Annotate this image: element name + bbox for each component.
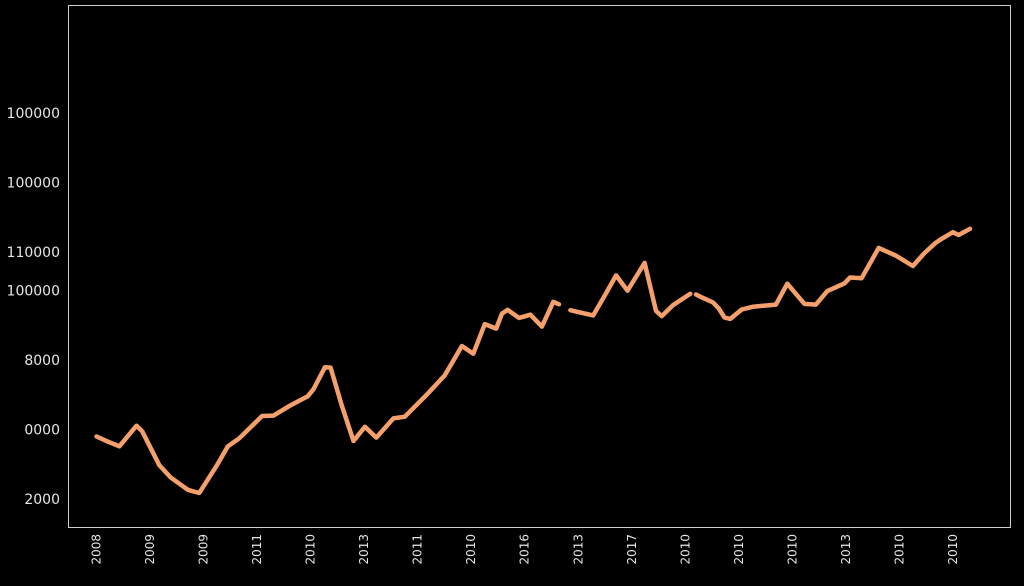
plot-area-frame bbox=[68, 5, 1011, 528]
x-tick-label: 2009 bbox=[143, 534, 157, 565]
x-tick-label: 2010 bbox=[464, 534, 478, 565]
x-axis-tick-labels: 2008 2009 2009 2011 2010 2013 2011 2010 2016 2013… bbox=[90, 534, 960, 565]
series-line-segment bbox=[693, 226, 973, 322]
x-tick-label: 2013 bbox=[357, 534, 371, 565]
x-tick-label: 2013 bbox=[571, 534, 585, 565]
y-axis-tick-labels: 100000 100000 110000 100000 8000 0000 2000 bbox=[7, 106, 60, 508]
x-tick-label: 2011 bbox=[411, 534, 425, 565]
y-tick-label: 110000 bbox=[7, 245, 60, 261]
y-tick-label: 100000 bbox=[7, 283, 60, 299]
x-tick-label: 2008 bbox=[90, 534, 104, 565]
x-tick-label: 2010 bbox=[304, 534, 318, 565]
x-tick-label: 2016 bbox=[518, 534, 532, 565]
x-tick-label: 2010 bbox=[892, 534, 906, 565]
x-tick-label: 2010 bbox=[732, 534, 746, 565]
y-tick-label: 100000 bbox=[7, 106, 60, 122]
x-tick-label: 2010 bbox=[678, 534, 692, 565]
x-tick-label: 2017 bbox=[625, 534, 639, 565]
y-tick-label: 2000 bbox=[24, 492, 60, 508]
x-tick-label: 2010 bbox=[785, 534, 799, 565]
series-line-segment bbox=[94, 299, 562, 496]
y-tick-label: 8000 bbox=[24, 353, 60, 369]
series-line-segment bbox=[568, 260, 693, 319]
x-tick-label: 2011 bbox=[250, 534, 264, 565]
x-tick-label: 2013 bbox=[839, 534, 853, 565]
y-tick-label: 100000 bbox=[7, 175, 60, 191]
series-layer bbox=[94, 226, 973, 496]
y-tick-label: 0000 bbox=[24, 423, 60, 439]
x-tick-label: 2010 bbox=[946, 534, 960, 565]
x-tick-label: 2009 bbox=[197, 534, 211, 565]
